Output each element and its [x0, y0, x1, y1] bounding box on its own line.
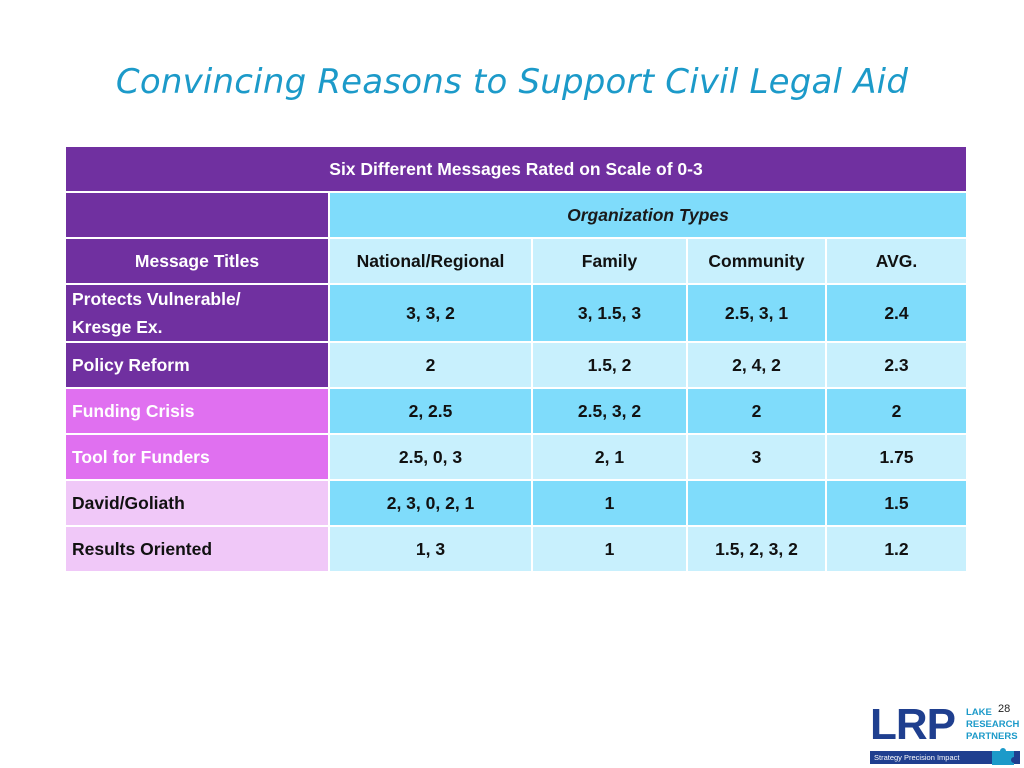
logo-tagline: Strategy Precision Impact [870, 751, 1020, 764]
table-cell: 2 [688, 389, 827, 433]
row-label-line: Kresge Ex. [72, 317, 163, 337]
group-header-row: Organization Types [66, 193, 966, 237]
column-header: National/Regional [330, 239, 533, 283]
row-label: Funding Crisis [66, 389, 330, 433]
table-cell: 1.5, 2, 3, 2 [688, 527, 827, 571]
table-cell: 2.4 [827, 285, 966, 341]
table-cell: 2.5, 3, 1 [688, 285, 827, 341]
column-header: Community [688, 239, 827, 283]
table-cell: 2.5, 0, 3 [330, 435, 533, 479]
logo-word: PARTNERS [966, 731, 1018, 742]
table-cell: 2 [330, 343, 533, 387]
lrp-logo: LRP LAKE RESEARCH PARTNERS Strategy Prec… [870, 703, 1022, 765]
table-cell: 1 [533, 481, 688, 525]
logo-word: RESEARCH [966, 719, 1020, 730]
table-row: Results Oriented 1, 3 1 1.5, 2, 3, 2 1.2 [66, 527, 966, 571]
table-cell: 1.5 [827, 481, 966, 525]
row-label: David/Goliath [66, 481, 330, 525]
table-row: Tool for Funders 2.5, 0, 3 2, 1 3 1.75 [66, 435, 966, 479]
logo-word: LAKE [966, 707, 992, 718]
table-cell: 1.75 [827, 435, 966, 479]
table-cell: 1 [533, 527, 688, 571]
table-cell: 1.2 [827, 527, 966, 571]
table-cell: 2, 3, 0, 2, 1 [330, 481, 533, 525]
column-header-row: Message Titles National/Regional Family … [66, 239, 966, 283]
ratings-table: Six Different Messages Rated on Scale of… [66, 145, 966, 573]
puzzle-icon [992, 748, 1014, 765]
row-label: Policy Reform [66, 343, 330, 387]
table-cell: 2 [827, 389, 966, 433]
table-row: Protects Vulnerable/ Kresge Ex. 3, 3, 2 … [66, 285, 966, 341]
table-row: Funding Crisis 2, 2.5 2.5, 3, 2 2 2 [66, 389, 966, 433]
table-cell: 1, 3 [330, 527, 533, 571]
slide-title: Convincing Reasons to Support Civil Lega… [115, 62, 909, 102]
group-header-blank [66, 193, 330, 237]
column-header: Family [533, 239, 688, 283]
page-number: 28 [998, 703, 1011, 715]
table-banner: Six Different Messages Rated on Scale of… [66, 147, 966, 191]
table-cell [688, 481, 827, 525]
group-header: Organization Types [330, 193, 966, 237]
table-banner-row: Six Different Messages Rated on Scale of… [66, 147, 966, 191]
column-header: AVG. [827, 239, 966, 283]
table-cell: 2.3 [827, 343, 966, 387]
logo-wordmark: LAKE RESEARCH PARTNERS [966, 707, 1019, 743]
table-cell: 1.5, 2 [533, 343, 688, 387]
row-label: Protects Vulnerable/ Kresge Ex. [66, 285, 330, 341]
table-cell: 3 [688, 435, 827, 479]
row-label: Tool for Funders [66, 435, 330, 479]
logo-mark: LRP [870, 700, 956, 749]
table-row: David/Goliath 2, 3, 0, 2, 1 1 1.5 [66, 481, 966, 525]
message-titles-header: Message Titles [66, 239, 330, 283]
table-cell: 2, 2.5 [330, 389, 533, 433]
table-cell: 3, 1.5, 3 [533, 285, 688, 341]
table-row: Policy Reform 2 1.5, 2 2, 4, 2 2.3 [66, 343, 966, 387]
table-cell: 2, 1 [533, 435, 688, 479]
table-cell: 2, 4, 2 [688, 343, 827, 387]
table-cell: 2.5, 3, 2 [533, 389, 688, 433]
row-label: Results Oriented [66, 527, 330, 571]
table-cell: 3, 3, 2 [330, 285, 533, 341]
row-label-line: Protects Vulnerable/ [72, 289, 241, 309]
